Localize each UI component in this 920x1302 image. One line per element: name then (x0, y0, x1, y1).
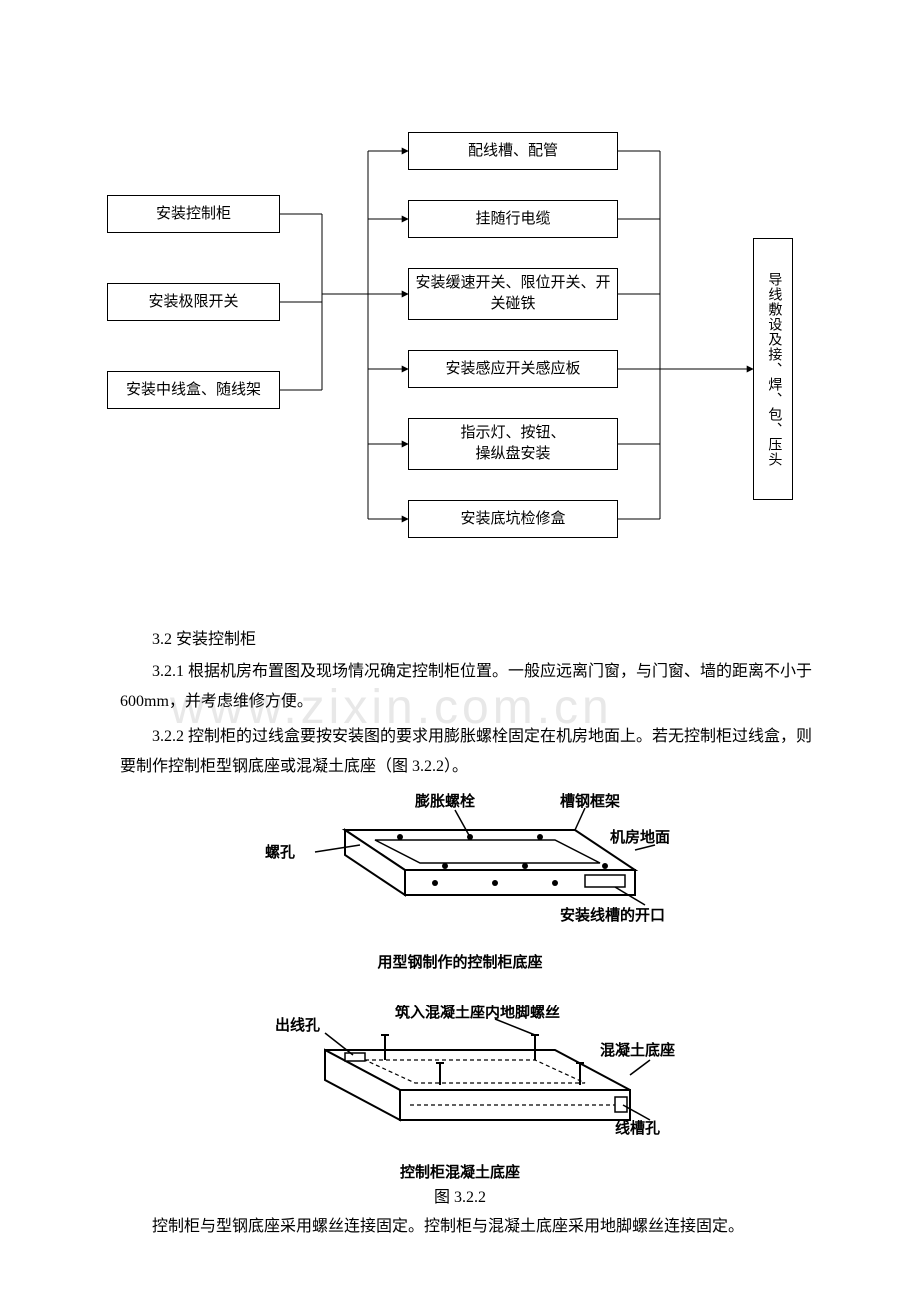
para-last: 控制柜与型钢底座采用螺丝连接固定。控制柜与混凝土底座采用地脚螺丝连接固定。 (120, 1212, 820, 1242)
fig2-label-outlet: 出线孔 (275, 1016, 320, 1034)
figure-steel-base: 膨胀螺栓 槽钢框架 螺孔 机房地面 安装线槽的开口 用型钢制作的控制柜底座 (0, 790, 920, 972)
flow-mid-1: 挂随行电缆 (408, 200, 618, 238)
flow-left-2: 安装中线盒、随线架 (107, 371, 280, 409)
flow-mid-2: 安装缓速开关、限位开关、开关碰铁 (408, 268, 618, 320)
fig1-label-bolt: 膨胀螺栓 (415, 792, 475, 810)
fig1-label-slot: 安装线槽的开口 (560, 906, 665, 924)
flow-left-1: 安装极限开关 (107, 283, 280, 321)
flow-right: 导线敷设及接、焊、包、压头 (753, 238, 793, 500)
flow-left-0: 安装控制柜 (107, 195, 280, 233)
section-3-2: 3.2 安装控制柜 (120, 625, 820, 655)
flow-mid-5: 安装底坑检修盒 (408, 500, 618, 538)
figure-reference: 图 3.2.2 (0, 1183, 920, 1213)
fig1-caption: 用型钢制作的控制柜底座 (377, 951, 542, 972)
fig1-label-holes: 螺孔 (265, 843, 295, 861)
flow-mid-4: 指示灯、按钮、 操纵盘安装 (408, 418, 618, 470)
para-3-2-2: 3.2.2 控制柜的过线盒要按安装图的要求用膨胀螺栓固定在机房地面上。若无控制柜… (120, 722, 820, 783)
fig2-label-base: 混凝土底座 (600, 1041, 675, 1059)
fig1-label-frame: 槽钢框架 (560, 792, 620, 810)
flow-mid-3: 安装感应开关感应板 (408, 350, 618, 388)
flow-mid-0: 配线槽、配管 (408, 132, 618, 170)
fig2-label-anchor: 筑入混凝土座内地脚螺丝 (394, 1005, 560, 1021)
fig1-label-floor: 机房地面 (610, 828, 670, 846)
fig2-label-slot: 线槽孔 (615, 1119, 660, 1137)
figure-concrete-base: 出线孔 筑入混凝土座内地脚螺丝 混凝土底座 线槽孔 控制柜混凝土底座 (0, 1005, 920, 1182)
fig2-caption: 控制柜混凝土底座 (400, 1161, 520, 1182)
para-3-2-1: 3.2.1 根据机房布置图及现场情况确定控制柜位置。一般应远离门窗，与门窗、墙的… (120, 657, 820, 718)
